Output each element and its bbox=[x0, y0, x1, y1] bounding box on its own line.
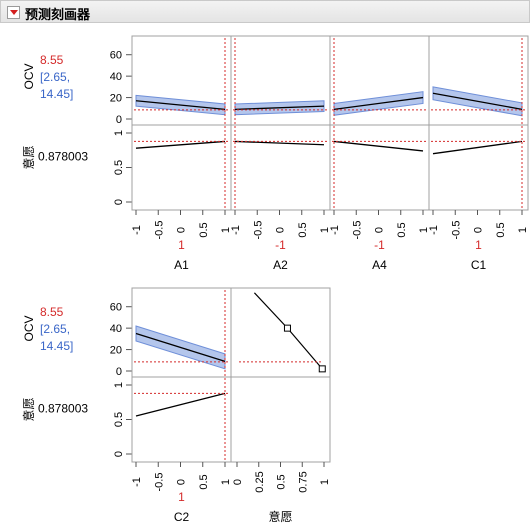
factor-axis-tick-label: 0.5 bbox=[198, 222, 210, 237]
desirability-profile-cell bbox=[428, 124, 529, 211]
factor-axis-tick-label: 0.5 bbox=[495, 222, 507, 237]
desirability-trace bbox=[432, 140, 523, 155]
factor-axis-tick-label: -0.5 bbox=[153, 473, 165, 492]
factor-axis-tick-label: 0 bbox=[176, 479, 188, 485]
factor-axis-tick-label: -1 bbox=[131, 477, 143, 487]
desirability-trace bbox=[234, 140, 325, 146]
desirability-handle[interactable] bbox=[283, 324, 291, 332]
ocv-prediction-trace bbox=[333, 96, 424, 111]
factor-current-value[interactable]: 1 bbox=[475, 238, 482, 252]
desirability-axis-tick-label: 0.5 bbox=[113, 412, 125, 427]
ocv-prediction-trace bbox=[234, 105, 325, 111]
desirability-axis-tick-label: 0.25 bbox=[254, 471, 266, 492]
response-interval-upper: 14.45] bbox=[40, 87, 73, 101]
desirability-profile-cell bbox=[131, 124, 232, 211]
factor-axis-tick-label: 1 bbox=[517, 227, 529, 233]
factor-axis-tick-label: -0.5 bbox=[153, 221, 165, 240]
response-interval-upper: 14.45] bbox=[40, 339, 73, 353]
desirability-name-label: 意愿 bbox=[21, 145, 36, 169]
factor-axis-tick-label: -1 bbox=[329, 225, 341, 235]
factor-name-label: C1 bbox=[471, 258, 487, 272]
factor-name-label: A4 bbox=[372, 258, 387, 272]
desirability-axis-name: 意愿 bbox=[268, 509, 292, 524]
desirability-axis-tick-label: 0.5 bbox=[113, 160, 125, 175]
factor-axis-tick-label: 1 bbox=[220, 227, 232, 233]
ocv-axis-tick-label: 0 bbox=[116, 366, 122, 378]
desirability-axis-tick-label: 0 bbox=[113, 451, 125, 457]
ocv-axis-tick-label: 0 bbox=[116, 114, 122, 126]
factor-axis-tick-label: 1 bbox=[220, 479, 232, 485]
factor-current-value[interactable]: -1 bbox=[374, 238, 385, 252]
factor-axis-tick-label: 0.5 bbox=[396, 222, 408, 237]
factor-current-value[interactable]: -1 bbox=[275, 238, 286, 252]
desirability-axis-tick-label: 1 bbox=[113, 382, 125, 388]
factor-axis-tick-label: -0.5 bbox=[351, 221, 363, 240]
factor-axis-tick-label: -0.5 bbox=[450, 221, 462, 240]
desirability-axis-tick-label: 1 bbox=[319, 479, 331, 485]
desirability-profile-cell bbox=[329, 124, 430, 211]
ocv-prediction-trace bbox=[432, 92, 523, 110]
desirability-profile-cell bbox=[131, 376, 232, 463]
ocv-prediction-trace bbox=[135, 332, 226, 362]
ocv-axis-tick-label: 40 bbox=[110, 323, 122, 335]
factor-axis-tick-label: 0 bbox=[374, 227, 386, 233]
response-interval-lower: [2.65, bbox=[40, 70, 70, 84]
factor-axis-tick-label: 0 bbox=[473, 227, 485, 233]
desirability-profile-cell bbox=[230, 124, 331, 211]
factor-current-value[interactable]: 1 bbox=[178, 490, 185, 504]
factor-axis-tick-label: -1 bbox=[230, 225, 242, 235]
factor-axis-tick-label: -0.5 bbox=[252, 221, 264, 240]
factor-axis-tick-label: -1 bbox=[428, 225, 440, 235]
red-triangle-menu-icon[interactable] bbox=[7, 6, 20, 19]
desirability-handle[interactable] bbox=[318, 365, 326, 373]
factor-axis-tick-label: 1 bbox=[319, 227, 331, 233]
factor-axis-tick-label: 1 bbox=[418, 227, 430, 233]
profiler-title: 预测刻画器 bbox=[25, 7, 91, 22]
profiler-header: 预测刻画器 bbox=[0, 0, 530, 23]
desirability-blank-cell bbox=[230, 376, 331, 463]
desirability-axis-tick-label: 0.5 bbox=[276, 474, 288, 489]
factor-axis-tick-label: 0 bbox=[275, 227, 287, 233]
ocv-axis-tick-label: 20 bbox=[110, 345, 122, 357]
factor-current-value[interactable]: 1 bbox=[178, 238, 185, 252]
response-current-value[interactable]: 8.55 bbox=[40, 305, 64, 319]
factor-axis-tick-label: 0 bbox=[176, 227, 188, 233]
desirability-trace bbox=[135, 140, 226, 149]
desirability-current-value[interactable]: 0.878003 bbox=[38, 402, 88, 416]
desirability-axis-tick-label: 1 bbox=[113, 130, 125, 136]
factor-name-label: C2 bbox=[174, 510, 190, 524]
desirability-axis-tick-label: 0 bbox=[232, 479, 244, 485]
factor-axis-tick-label: 0.5 bbox=[198, 474, 210, 489]
desirability-name-label: 意愿 bbox=[21, 397, 36, 421]
response-name-label: OCV bbox=[22, 63, 36, 89]
factor-name-label: A1 bbox=[174, 258, 189, 272]
ocv-axis-tick-label: 20 bbox=[110, 93, 122, 105]
desirability-trace bbox=[135, 392, 226, 417]
desirability-current-value[interactable]: 0.878003 bbox=[38, 150, 88, 164]
factor-axis-tick-label: 0.5 bbox=[297, 222, 309, 237]
response-current-value[interactable]: 8.55 bbox=[40, 53, 64, 67]
ocv-axis-tick-label: 40 bbox=[110, 71, 122, 83]
ocv-axis-tick-label: 60 bbox=[110, 50, 122, 62]
desirability-function-cell bbox=[230, 287, 331, 378]
response-interval-lower: [2.65, bbox=[40, 322, 70, 336]
ocv-axis-tick-label: 60 bbox=[110, 302, 122, 314]
ocv-prediction-trace bbox=[135, 100, 226, 111]
desirability-trace bbox=[333, 140, 424, 152]
factor-name-label: A2 bbox=[273, 258, 288, 272]
desirability-axis-tick-label: 0 bbox=[113, 199, 125, 205]
desirability-axis-tick-label: 0.75 bbox=[297, 471, 309, 492]
factor-axis-tick-label: -1 bbox=[131, 225, 143, 235]
response-name-label: OCV bbox=[22, 315, 36, 341]
